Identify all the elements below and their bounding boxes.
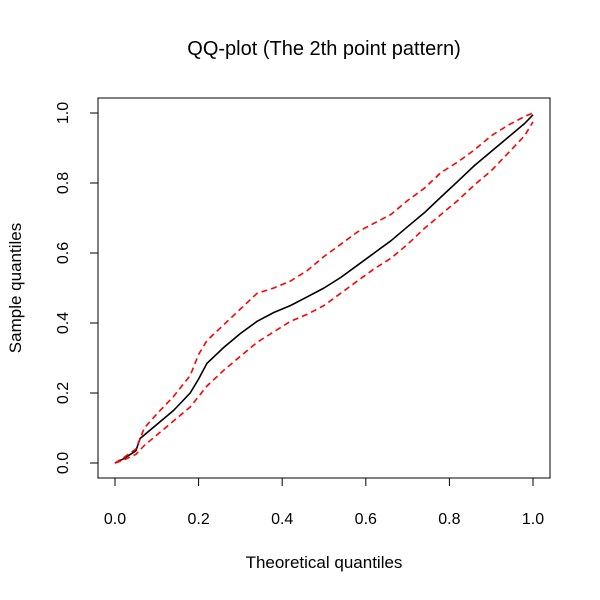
x-tick-label: 0.8 <box>438 511 460 528</box>
lower-envelope-line <box>114 121 534 464</box>
x-tick-label: 0.2 <box>187 511 209 528</box>
x-axis: 0.0 0.2 0.4 0.6 0.8 1.0 <box>104 477 544 528</box>
x-tick-label: 0.0 <box>104 511 126 528</box>
y-axis-label: Sample quantiles <box>6 223 25 353</box>
x-tick-label: 0.4 <box>271 511 293 528</box>
x-tick-label: 1.0 <box>522 511 544 528</box>
y-tick-label: 0.0 <box>55 452 72 474</box>
series-group <box>114 112 534 464</box>
y-axis: 0.0 0.2 0.4 0.6 0.8 1.0 <box>55 102 99 474</box>
y-tick-label: 1.0 <box>55 102 72 124</box>
x-tick-label: 0.6 <box>355 511 377 528</box>
y-tick-label: 0.2 <box>55 382 72 404</box>
y-tick-label: 0.6 <box>55 242 72 264</box>
chart-title: QQ-plot (The 2th point pattern) <box>187 38 460 60</box>
y-tick-label: 0.4 <box>55 312 72 334</box>
upper-envelope-line <box>114 112 534 464</box>
y-tick-label: 0.8 <box>55 172 72 194</box>
sample-quantiles-line <box>114 114 534 464</box>
x-axis-label: Theoretical quantiles <box>246 553 403 572</box>
